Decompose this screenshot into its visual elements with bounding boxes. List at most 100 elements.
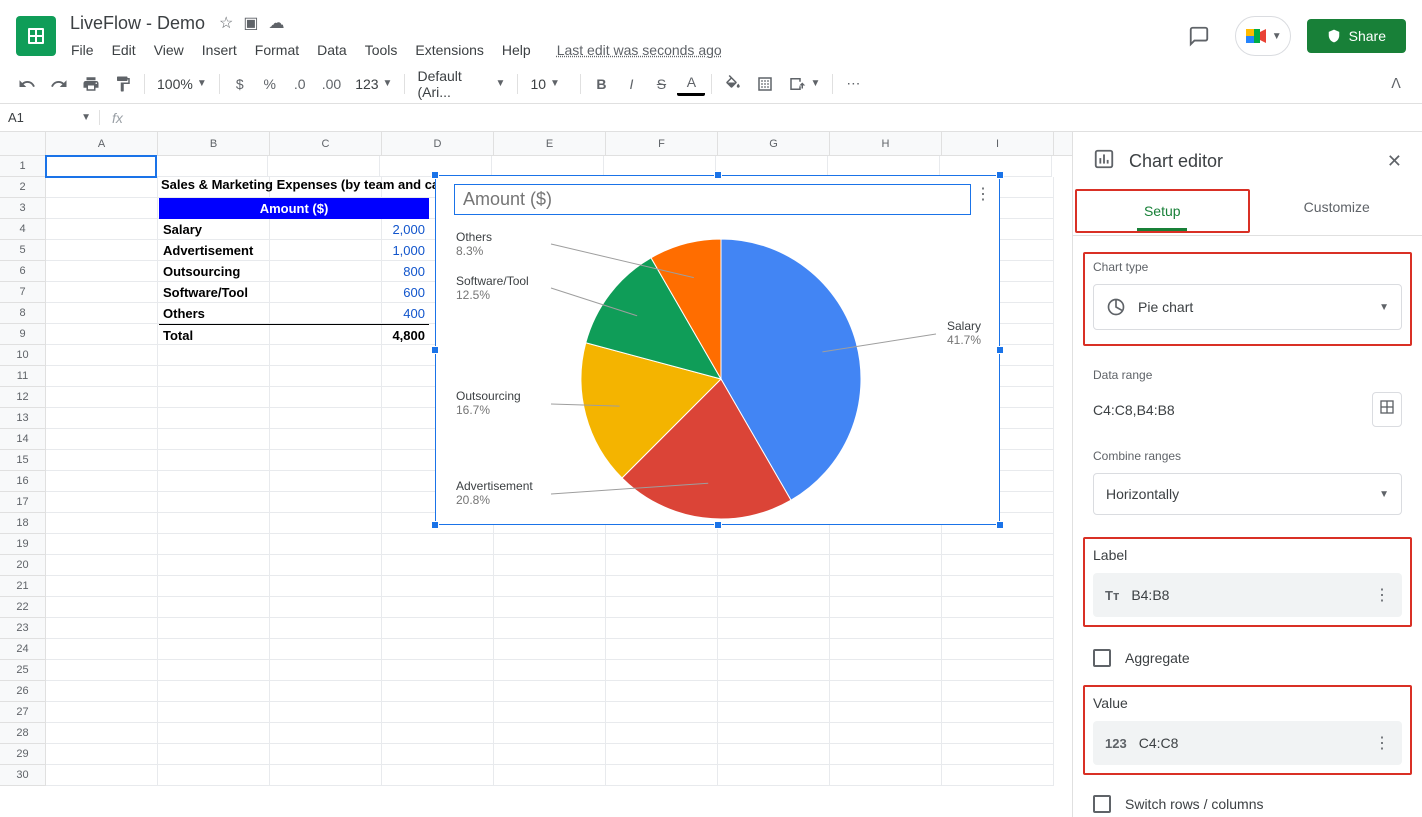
combine-ranges-select[interactable]: Horizontally ▼: [1093, 473, 1402, 515]
undo-icon[interactable]: [12, 70, 42, 98]
cell[interactable]: [270, 723, 382, 744]
cell[interactable]: [158, 576, 270, 597]
cell[interactable]: [270, 198, 382, 219]
cell[interactable]: [158, 450, 270, 471]
value-field[interactable]: 123 C4:C8 ⋮: [1093, 721, 1402, 765]
cell[interactable]: [270, 177, 382, 198]
cell[interactable]: [270, 597, 382, 618]
percent-icon[interactable]: %: [256, 70, 284, 98]
cell[interactable]: [494, 660, 606, 681]
cell[interactable]: [46, 198, 158, 219]
row-header[interactable]: 30: [0, 765, 46, 786]
collapse-toolbar-icon[interactable]: ᐱ: [1382, 70, 1410, 98]
format-select[interactable]: 123▼: [349, 72, 398, 96]
chart-type-select[interactable]: Pie chart ▼: [1093, 284, 1402, 330]
menu-edit[interactable]: Edit: [105, 38, 143, 62]
merge-icon[interactable]: ▼: [782, 71, 826, 97]
row-header[interactable]: 17: [0, 492, 46, 513]
cell[interactable]: [270, 513, 382, 534]
cell[interactable]: [606, 744, 718, 765]
cell[interactable]: [718, 702, 830, 723]
cell[interactable]: [158, 345, 270, 366]
cell[interactable]: [942, 576, 1054, 597]
cell[interactable]: [158, 387, 270, 408]
aggregate-checkbox[interactable]: [1093, 649, 1111, 667]
chart-title-input[interactable]: [454, 184, 971, 215]
row-header[interactable]: 18: [0, 513, 46, 534]
cell[interactable]: [830, 555, 942, 576]
cell[interactable]: [270, 366, 382, 387]
cell[interactable]: [494, 744, 606, 765]
redo-icon[interactable]: [44, 70, 74, 98]
cell[interactable]: [46, 597, 158, 618]
cell[interactable]: [158, 324, 270, 345]
cell[interactable]: [158, 408, 270, 429]
sheet-area[interactable]: A B C D E F G H I 1234567891011121314151…: [0, 132, 1072, 817]
cell[interactable]: [270, 492, 382, 513]
cell[interactable]: [46, 282, 158, 303]
row-header[interactable]: 29: [0, 744, 46, 765]
row-header[interactable]: 1: [0, 156, 46, 177]
cell[interactable]: [942, 534, 1054, 555]
cell[interactable]: [46, 534, 158, 555]
row-header[interactable]: 10: [0, 345, 46, 366]
cell[interactable]: [942, 597, 1054, 618]
row-header[interactable]: 26: [0, 681, 46, 702]
cell[interactable]: [606, 597, 718, 618]
cell[interactable]: [270, 240, 382, 261]
cell[interactable]: [942, 744, 1054, 765]
cell[interactable]: [268, 156, 380, 177]
select-range-icon[interactable]: [1372, 392, 1402, 427]
row-header[interactable]: 13: [0, 408, 46, 429]
increase-decimal-icon[interactable]: .00: [316, 70, 347, 98]
cell[interactable]: [270, 345, 382, 366]
cell[interactable]: [46, 765, 158, 786]
row-header[interactable]: 3: [0, 198, 46, 219]
cell[interactable]: [382, 618, 494, 639]
currency-icon[interactable]: $: [226, 70, 254, 98]
cell[interactable]: [942, 639, 1054, 660]
col-header-e[interactable]: E: [494, 132, 606, 155]
cell[interactable]: [158, 744, 270, 765]
cell[interactable]: [270, 639, 382, 660]
cell[interactable]: [718, 576, 830, 597]
cell[interactable]: [46, 681, 158, 702]
cell[interactable]: [46, 576, 158, 597]
star-icon[interactable]: ☆: [219, 13, 233, 33]
cell[interactable]: [606, 681, 718, 702]
cell[interactable]: [382, 597, 494, 618]
cell[interactable]: [830, 618, 942, 639]
font-select[interactable]: Default (Ari...▼: [411, 64, 511, 104]
cell[interactable]: [270, 387, 382, 408]
menu-data[interactable]: Data: [310, 38, 354, 62]
cell[interactable]: [382, 744, 494, 765]
select-all-corner[interactable]: [0, 132, 46, 155]
cell[interactable]: [46, 744, 158, 765]
tab-setup[interactable]: Setup: [1075, 189, 1250, 233]
row-header[interactable]: 19: [0, 534, 46, 555]
comments-icon[interactable]: [1179, 16, 1219, 56]
cell[interactable]: [718, 534, 830, 555]
cell[interactable]: [158, 702, 270, 723]
row-header[interactable]: 28: [0, 723, 46, 744]
cell[interactable]: [158, 534, 270, 555]
close-icon[interactable]: ✕: [1387, 151, 1402, 172]
cell[interactable]: [46, 723, 158, 744]
cell[interactable]: [158, 282, 270, 303]
cell[interactable]: [830, 597, 942, 618]
cell[interactable]: [830, 576, 942, 597]
cell[interactable]: [158, 177, 270, 198]
cell[interactable]: [718, 618, 830, 639]
col-header-b[interactable]: B: [158, 132, 270, 155]
row-header[interactable]: 15: [0, 450, 46, 471]
row-header[interactable]: 27: [0, 702, 46, 723]
cell[interactable]: [494, 618, 606, 639]
cell[interactable]: [606, 534, 718, 555]
cell[interactable]: [382, 765, 494, 786]
cell[interactable]: [382, 723, 494, 744]
cell[interactable]: [830, 639, 942, 660]
tab-customize[interactable]: Customize: [1252, 187, 1422, 235]
cell[interactable]: [46, 240, 158, 261]
menu-insert[interactable]: Insert: [195, 38, 244, 62]
cell[interactable]: [46, 513, 158, 534]
